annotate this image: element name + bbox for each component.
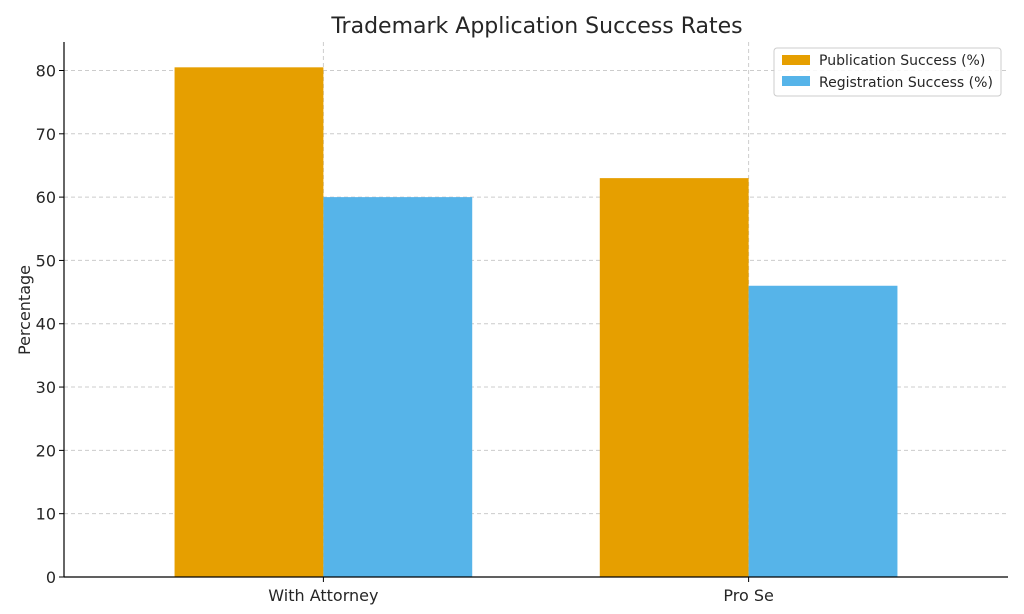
y-tick-label: 30: [36, 378, 56, 397]
y-tick-label: 80: [36, 61, 56, 80]
y-tick-label: 40: [36, 315, 56, 334]
legend: Publication Success (%) Registration Suc…: [773, 47, 1002, 97]
bar-registration-0: [323, 197, 473, 577]
y-tick-label: 60: [36, 188, 56, 207]
legend-label-publication: Publication Success (%): [819, 53, 985, 69]
legend-box: [773, 47, 1002, 97]
bar-publication-0: [174, 67, 324, 578]
x-tick-label: With Attorney: [268, 586, 378, 605]
chart-title: Trademark Application Success Rates: [330, 14, 742, 39]
x-tick-label: Pro Se: [723, 586, 773, 605]
bars: [174, 67, 898, 578]
bar-publication-1: [599, 178, 749, 577]
y-tick-label: 70: [36, 125, 56, 144]
x-ticks: With Attorney Pro Se: [268, 577, 774, 605]
legend-swatch-publication: [782, 55, 810, 65]
y-tick-label: 0: [46, 568, 56, 587]
legend-label-registration: Registration Success (%): [819, 75, 993, 91]
y-ticks: 0 10 20 30 40 50 60 70 80: [36, 61, 64, 587]
y-axis-label: Percentage: [15, 265, 34, 355]
bar-registration-1: [748, 285, 898, 577]
legend-swatch-registration: [782, 76, 810, 86]
y-tick-label: 20: [36, 441, 56, 460]
y-tick-label: 50: [36, 251, 56, 270]
y-tick-label: 10: [36, 505, 56, 524]
